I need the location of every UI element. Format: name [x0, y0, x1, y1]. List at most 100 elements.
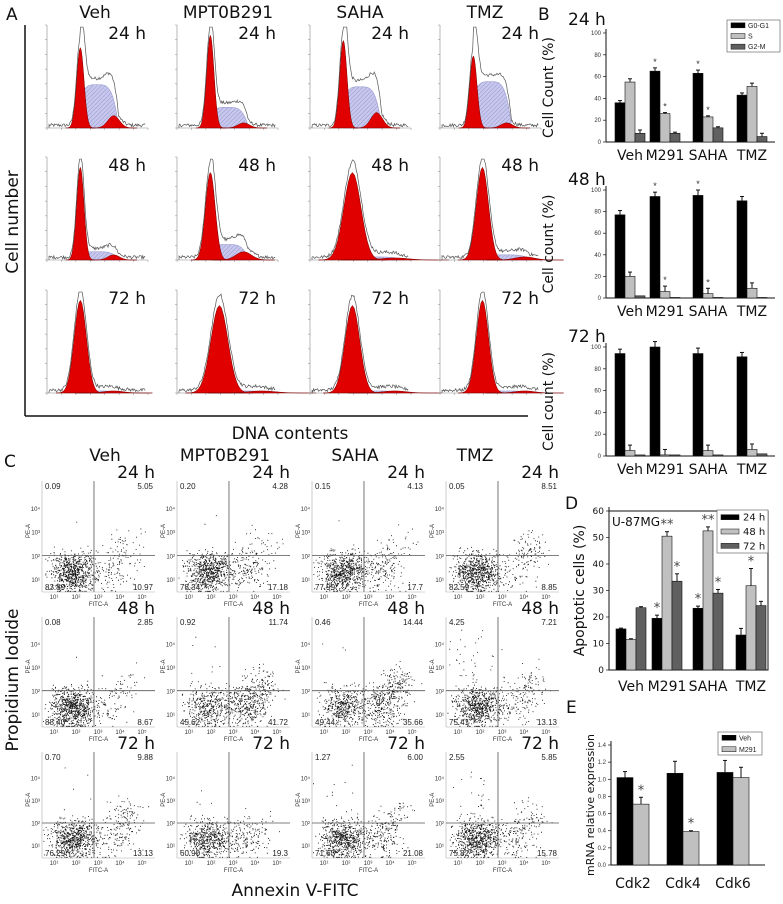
scatter-points: [179, 790, 280, 858]
x-tick-label: 10⁵: [272, 594, 282, 601]
x-tick-label: 10²: [342, 730, 351, 736]
y-tick-label: 10¹: [435, 844, 444, 850]
panel-a-column-title: MPT0B291: [183, 3, 273, 23]
y-tick-label: 100: [591, 345, 602, 351]
bar: [669, 454, 681, 457]
histogram-outline: [311, 159, 409, 260]
y-tick-label: 10³: [301, 666, 310, 672]
quadrant-upper-right-value: 14.44: [403, 618, 424, 627]
x-tick-label: 10¹: [454, 730, 463, 736]
category-label: Veh: [618, 679, 644, 695]
dna-histogram: 72 h: [308, 289, 442, 395]
significance-star: *: [696, 59, 700, 69]
x-tick-label: 10¹: [454, 861, 463, 867]
significance-star: *: [653, 181, 657, 191]
y-tick-label: 0.4: [598, 829, 607, 835]
bar: [614, 214, 626, 299]
quadrant-upper-left-value: 0.92: [180, 618, 196, 627]
y-tick-label: 0: [598, 296, 602, 302]
legend-swatch: [721, 735, 737, 741]
y-tick-label: 10³: [31, 799, 40, 805]
quadrant-lower-right-value: 8.85: [541, 583, 557, 592]
y-tick-label: 10³: [435, 799, 444, 805]
y-tick-label: 40: [594, 410, 601, 416]
histogram-outline: [48, 26, 146, 128]
legend-swatch: [720, 514, 740, 520]
y-tick-label: 10¹: [166, 844, 175, 850]
dna-histogram: 24 h: [438, 24, 542, 130]
quadrant-upper-left-value: 0.70: [45, 753, 61, 762]
time-label: 48 h: [117, 599, 155, 619]
time-label: 48 h: [238, 156, 276, 176]
bar: [745, 585, 757, 671]
g1-peak: [185, 305, 254, 394]
bar: [735, 634, 747, 671]
g2-peak: [340, 257, 450, 261]
quadrant-upper-left-value: 0.09: [45, 482, 61, 491]
scatter-points: [178, 515, 284, 592]
time-label: 48 h: [387, 599, 425, 619]
y-tick-label: 10¹: [301, 578, 310, 584]
time-label: 72 h: [387, 734, 425, 754]
bar: [632, 803, 650, 866]
significance-star: *: [706, 277, 710, 287]
quadrant-upper-left-value: 0.15: [315, 482, 331, 491]
histogram-outline: [48, 291, 146, 393]
bar: [624, 276, 636, 299]
s-phase-area: [80, 84, 119, 129]
x-tick-label: 10³: [94, 861, 103, 867]
bar: [736, 356, 748, 457]
y-tick-label: 10⁴: [31, 776, 41, 783]
quadrant-lower-left-value: 60.90: [180, 849, 201, 858]
g2-peak: [220, 122, 268, 129]
y-tick-label: 10⁴: [301, 506, 311, 513]
bar: [736, 94, 748, 143]
y-tick-label: 80: [594, 53, 601, 59]
y-tick-label: 10²: [166, 554, 175, 560]
x-tick-label: 10⁴: [250, 860, 260, 867]
bar: [649, 346, 661, 457]
y-axis-label: PE-A: [161, 659, 167, 673]
time-label: 48 h: [252, 599, 290, 619]
legend-swatch: [720, 528, 740, 535]
y-tick-label: 0: [598, 454, 602, 460]
time-label: 72 h: [521, 734, 559, 754]
y-axis-title: mRNA relative expression: [584, 734, 597, 876]
x-axis-label: FITC-A: [493, 737, 512, 743]
dna-histogram: 48 h: [308, 156, 450, 262]
chart-title: U-87MG: [612, 515, 660, 529]
quadrant-upper-right-value: 9.88: [137, 753, 153, 762]
scatter-points: [181, 636, 286, 727]
annexin-scatterplot: 0.20 4.28 78.34 17.18 10¹ 10¹ 10² 10² 10³ 10³ 10⁴ 1…: [161, 463, 290, 608]
panel-label-a: A: [6, 5, 18, 25]
g2-peak: [74, 390, 153, 394]
histogram-outline: [311, 294, 409, 393]
annexin-scatterplot: 1.27 6.00 71.65 21.08 10¹ 10¹ 10² 10² 10³ 10³ 10⁴ 1…: [296, 734, 425, 874]
quadrant-upper-left-value: 0.46: [315, 618, 331, 627]
y-axis-label: PE-A: [26, 793, 32, 807]
bar: [616, 777, 634, 866]
bar: [659, 291, 671, 299]
bar: [702, 293, 714, 299]
x-tick-label: 10¹: [454, 595, 463, 601]
x-axis-label: FITC-A: [89, 868, 108, 874]
x-tick-label: 10¹: [185, 595, 194, 601]
y-tick-label: 10²: [31, 822, 40, 828]
y-tick-label: 10¹: [166, 578, 175, 584]
bar: [661, 535, 673, 671]
x-tick-label: 10¹: [50, 730, 59, 736]
x-tick-label: 10¹: [185, 861, 194, 867]
x-tick-label: 10⁵: [407, 860, 417, 867]
chart-title: 24 h: [568, 10, 606, 30]
quadrant-upper-right-value: 4.13: [407, 482, 423, 491]
bar: [712, 592, 724, 671]
y-axis-label: PE-A: [296, 793, 302, 807]
category-label: TMZ: [736, 304, 767, 320]
x-tick-label: 10²: [72, 595, 81, 601]
bar: [756, 136, 768, 143]
category-label: M291: [648, 679, 687, 695]
time-label: 24 h: [108, 24, 146, 44]
quadrant-lower-right-value: 17.18: [268, 583, 289, 592]
scatter-points: [313, 520, 419, 592]
time-label: 24 h: [521, 463, 559, 483]
